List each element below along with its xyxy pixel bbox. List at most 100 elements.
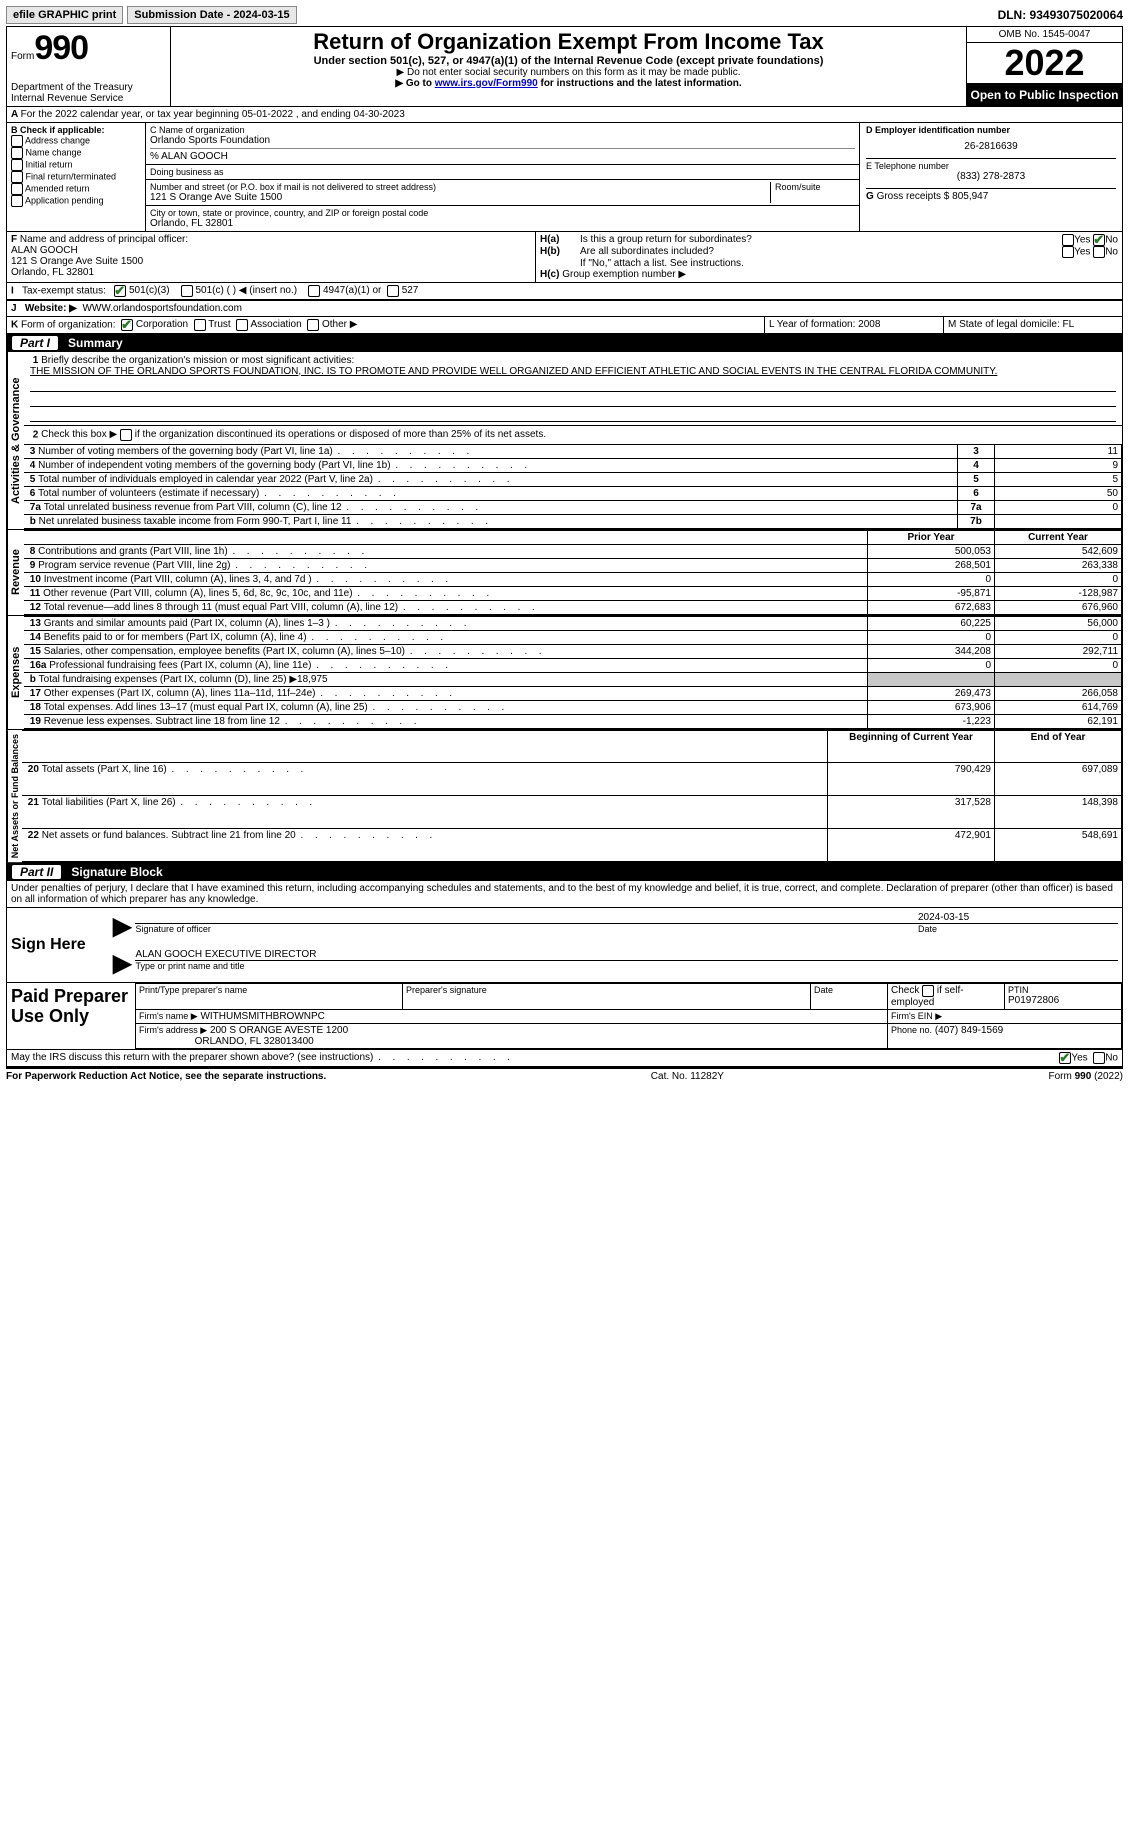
- efile-print-button[interactable]: efile GRAPHIC print: [6, 6, 123, 24]
- note2-prefix: ▶ Go to: [395, 78, 434, 89]
- section-klm: K Form of organization: Corporation Trus…: [6, 317, 1123, 334]
- hc-text: Group exemption number ▶: [562, 269, 686, 280]
- care-of: % ALAN GOOCH: [150, 148, 855, 162]
- hb-note: If "No," attach a list. See instructions…: [540, 258, 1118, 269]
- sig-arrow-icon: ▶: [109, 912, 135, 941]
- part2-header: Part II Signature Block: [6, 863, 1123, 881]
- sign-here-row: Sign Here ▶ 2024-03-15 Signature of offi…: [6, 908, 1123, 983]
- form-id-box: Form 990 Department of the Treasury Inte…: [7, 27, 171, 106]
- discuss-row: May the IRS discuss this return with the…: [6, 1050, 1123, 1067]
- check-address-change[interactable]: Address change: [11, 135, 141, 147]
- firm-phone-label: Phone no.: [891, 1025, 932, 1035]
- expenses-table: 13 Grants and similar amounts paid (Part…: [24, 616, 1122, 729]
- expenses-section: Expenses 13 Grants and similar amounts p…: [6, 616, 1123, 730]
- prep-name-label: Print/Type preparer's name: [139, 985, 399, 995]
- hb-no[interactable]: No: [1093, 246, 1118, 258]
- table-row: 16a Professional fundraising fees (Part …: [24, 658, 1122, 672]
- hb-yes[interactable]: Yes: [1062, 246, 1090, 258]
- city-label: City or town, state or province, country…: [150, 208, 855, 218]
- i-501c3[interactable]: 501(c)(3): [114, 285, 169, 296]
- submission-date-button[interactable]: Submission Date - 2024-03-15: [127, 6, 296, 24]
- vlabel-expenses: Expenses: [7, 616, 24, 729]
- table-row: 14 Benefits paid to or for members (Part…: [24, 630, 1122, 644]
- form-subtitle: Under section 501(c), 527, or 4947(a)(1)…: [175, 55, 962, 67]
- netassets-section: Net Assets or Fund Balances Beginning of…: [6, 730, 1123, 863]
- k-assoc[interactable]: Association: [236, 319, 301, 330]
- firm-phone: (407) 849-1569: [935, 1025, 1003, 1036]
- section-ij: I Tax-exempt status: 501(c)(3) 501(c) ( …: [6, 283, 1123, 301]
- section-b-title: B Check if applicable:: [11, 125, 141, 135]
- check-final-return[interactable]: Final return/terminated: [11, 171, 141, 183]
- table-row: 22 Net assets or fund balances. Subtract…: [22, 828, 1122, 861]
- firm-addr-label: Firm's address ▶: [139, 1025, 207, 1035]
- note-link: ▶ Go to www.irs.gov/Form990 for instruct…: [175, 78, 962, 89]
- sig-arrow2-icon: ▶: [109, 949, 135, 978]
- discuss-yes[interactable]: Yes: [1059, 1052, 1087, 1064]
- k-text: Form of organization:: [21, 319, 116, 330]
- j-text: Website: ▶: [25, 303, 77, 314]
- table-row: 17 Other expenses (Part IX, column (A), …: [24, 686, 1122, 700]
- phone-value: (833) 278-2873: [866, 171, 1116, 182]
- street-value: 121 S Orange Ave Suite 1500: [150, 192, 766, 203]
- table-row: 20 Total assets (Part X, line 16)790,429…: [22, 763, 1122, 796]
- col-prior: Prior Year: [868, 530, 995, 544]
- table-row: 11 Other revenue (Part VIII, column (A),…: [24, 586, 1122, 600]
- year-box: OMB No. 1545-0047 2022 Open to Public In…: [966, 27, 1122, 106]
- check-amended[interactable]: Amended return: [11, 183, 141, 195]
- discuss-no[interactable]: No: [1093, 1052, 1118, 1064]
- officer-name-title: ALAN GOOCH EXECUTIVE DIRECTOR: [135, 949, 1118, 961]
- check-name-change[interactable]: Name change: [11, 147, 141, 159]
- i-527[interactable]: 527: [387, 285, 418, 296]
- officer-addr1: 121 S Orange Ave Suite 1500: [11, 256, 143, 267]
- form-number: 990: [34, 29, 88, 68]
- section-j-row: J Website: ▶ WWW.orlandosportsfoundation…: [6, 301, 1123, 317]
- firm-name: WITHUMSMITHBROWNPC: [200, 1011, 324, 1022]
- ha-yes[interactable]: Yes: [1062, 234, 1090, 246]
- footer-right: Form 990 (2022): [1049, 1071, 1123, 1082]
- check-initial-return[interactable]: Initial return: [11, 159, 141, 171]
- form-header: Form 990 Department of the Treasury Inte…: [6, 26, 1123, 107]
- table-row: 13 Grants and similar amounts paid (Part…: [24, 616, 1122, 630]
- table-row: 6 Total number of volunteers (estimate i…: [24, 486, 1122, 500]
- part1-title: Summary: [68, 336, 123, 350]
- tax-year: 2022: [967, 43, 1122, 84]
- table-row: 8 Contributions and grants (Part VIII, l…: [24, 544, 1122, 558]
- website-value: WWW.orlandosportsfoundation.com: [82, 303, 242, 314]
- irs-link[interactable]: www.irs.gov/Form990: [435, 78, 538, 89]
- table-row: 21 Total liabilities (Part X, line 26)31…: [22, 796, 1122, 829]
- part2-label: Part II: [12, 865, 61, 879]
- dln-label: DLN: 93493075020064: [998, 8, 1123, 22]
- line-a-text: For the 2022 calendar year, or tax year …: [21, 109, 405, 120]
- open-to-public: Open to Public Inspection: [967, 84, 1122, 106]
- l-text: L Year of formation: 2008: [765, 317, 944, 333]
- m-text: M State of legal domicile: FL: [944, 317, 1122, 333]
- k-trust[interactable]: Trust: [194, 319, 231, 330]
- table-row: 10 Investment income (Part VIII, column …: [24, 572, 1122, 586]
- line2-checkbox[interactable]: [120, 429, 132, 441]
- sign-here-label: Sign Here: [7, 908, 105, 982]
- vlabel-activities: Activities & Governance: [7, 352, 24, 529]
- self-employed-check[interactable]: Check if self-employed: [891, 985, 964, 1007]
- preparer-table: Print/Type preparer's name Preparer's si…: [135, 983, 1122, 1049]
- k-corp[interactable]: Corporation: [121, 319, 188, 330]
- i-501c[interactable]: 501(c) ( ) ◀ (insert no.): [181, 285, 297, 296]
- i-4947[interactable]: 4947(a)(1) or: [308, 285, 381, 296]
- page-footer: For Paperwork Reduction Act Notice, see …: [6, 1067, 1123, 1082]
- table-row: 15 Salaries, other compensation, employe…: [24, 644, 1122, 658]
- table-row: 5 Total number of individuals employed i…: [24, 472, 1122, 486]
- gov-table: 3 Number of voting members of the govern…: [24, 444, 1122, 529]
- i-label: I: [11, 285, 14, 296]
- k-other[interactable]: Other ▶: [307, 319, 357, 330]
- paid-preparer-label: Paid Preparer Use Only: [7, 983, 135, 1049]
- line-a: A For the 2022 calendar year, or tax yea…: [6, 107, 1123, 123]
- col-current: Current Year: [995, 530, 1122, 544]
- street-label: Number and street (or P.O. box if mail i…: [150, 182, 766, 192]
- table-row: b Net unrelated business taxable income …: [24, 514, 1122, 528]
- check-app-pending[interactable]: Application pending: [11, 195, 141, 207]
- table-row: 4 Number of independent voting members o…: [24, 458, 1122, 472]
- f-label: F: [11, 234, 17, 245]
- section-fh: F Name and address of principal officer:…: [6, 232, 1123, 283]
- ha-no[interactable]: No: [1093, 234, 1118, 246]
- c-name-label: C Name of organization: [150, 125, 855, 135]
- ptin-label: PTIN: [1008, 985, 1118, 995]
